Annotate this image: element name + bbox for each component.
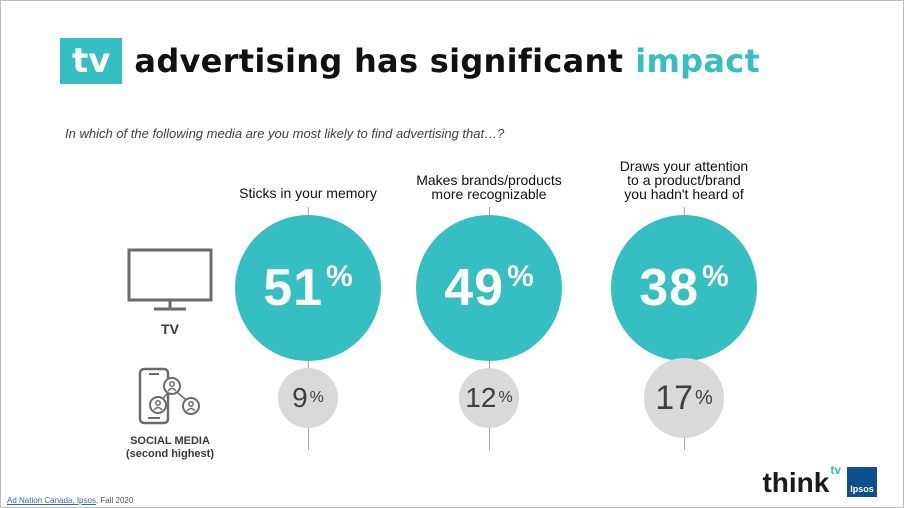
source-rest: , Fall 2020 xyxy=(95,496,134,505)
column-label-line: you hadn't heard of xyxy=(624,186,744,202)
tv-value-circle: 51% xyxy=(235,215,381,361)
social-media-value-circle: 17% xyxy=(644,358,724,438)
thinktv-ipsos-logo: think tv Ipsos xyxy=(762,463,877,498)
logo-tv-text: tv xyxy=(830,463,841,477)
column-label-line: more recognizable xyxy=(431,186,547,202)
tv-label: TV xyxy=(161,321,179,337)
social-media-label-line-2: (second highest) xyxy=(125,448,214,460)
social-media-value-circle: 12% xyxy=(459,368,519,428)
column-label-line: to a product/brand xyxy=(627,172,741,188)
column-label-line: Sticks in your memory xyxy=(239,185,377,201)
tv-value: 51 xyxy=(263,259,324,317)
tv-value: 38 xyxy=(639,259,700,317)
ipsos-logo: Ipsos xyxy=(847,467,877,497)
social-media-label: SOCIAL MEDIA (second highest) xyxy=(105,435,235,461)
tv-value-unit: % xyxy=(702,260,729,293)
column-label: Draws your attention to a product/brand yo… xyxy=(584,159,784,201)
tv-value-unit: % xyxy=(326,260,353,293)
social-media-value-unit: % xyxy=(695,386,713,409)
social-media-phone-icon xyxy=(138,367,200,425)
social-media-value-unit: % xyxy=(309,389,324,406)
column-label-line: Draws your attention xyxy=(619,158,749,174)
tv-icon xyxy=(127,248,213,311)
logo-think-text: think xyxy=(762,467,830,498)
social-media-label-line-1: SOCIAL MEDIA xyxy=(130,435,210,447)
social-media-value-circle: 9% xyxy=(278,368,338,428)
tv-value-circle: 49% xyxy=(416,215,562,361)
title-tv-box: tv xyxy=(60,38,123,84)
social-media-value: 12 xyxy=(465,382,497,413)
page-title: tv advertising has significant impact xyxy=(60,35,760,87)
source-link[interactable]: Ad Nation Canada, Ipsos xyxy=(7,496,96,505)
survey-question: In which of the following media are you … xyxy=(65,126,505,141)
title-accent-text: impact xyxy=(635,42,761,80)
column-label: Sticks in your memory xyxy=(208,186,408,200)
social-media-value: 9 xyxy=(292,382,308,413)
tv-value: 49 xyxy=(444,259,505,317)
column-label: Makes brands/products more recognizable xyxy=(389,173,589,201)
column-label-line: Makes brands/products xyxy=(416,172,562,188)
social-media-value: 17 xyxy=(655,378,694,417)
social-media-value-unit: % xyxy=(498,389,513,406)
title-main-text: advertising has significant xyxy=(134,42,624,80)
tv-value-circle: 38% xyxy=(611,215,757,361)
source-note: Ad Nation Canada, Ipsos, Fall 2020 xyxy=(7,496,133,505)
tv-value-unit: % xyxy=(507,260,534,293)
